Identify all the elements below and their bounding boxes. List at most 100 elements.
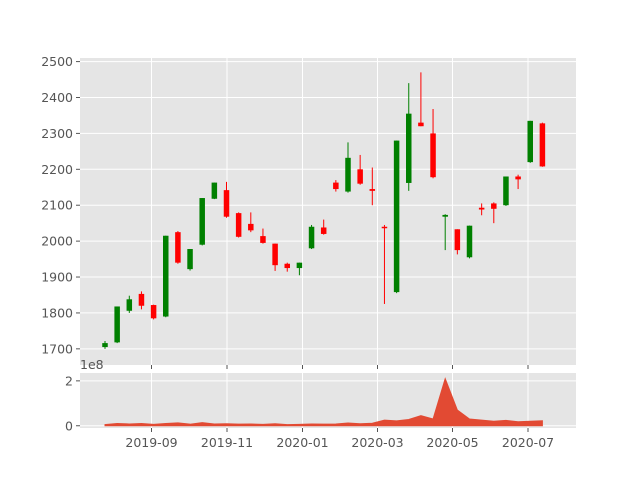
candle-body [187, 249, 193, 270]
candle [381, 224, 388, 304]
candle-body [211, 182, 218, 199]
volume-x-tick-label: 2019-11 [201, 435, 253, 450]
volume-y-tick-label: 2 [65, 373, 73, 388]
candle [527, 120, 533, 163]
candle [199, 198, 205, 246]
candle-body [491, 203, 497, 209]
candle-body [454, 229, 461, 251]
candle-body [284, 263, 290, 269]
candle [187, 249, 193, 271]
candle-body [442, 214, 448, 217]
candle [320, 219, 327, 235]
candle-body [114, 306, 120, 343]
candle [333, 180, 339, 192]
price-plot-background [80, 58, 576, 365]
candle-body [199, 198, 205, 245]
candle-body [163, 235, 169, 317]
candle-body [235, 213, 242, 237]
volume-x-tick-label: 2020-03 [351, 435, 403, 450]
candle-body [406, 113, 412, 183]
candle-body [369, 189, 376, 191]
candle [211, 182, 218, 200]
volume-plot-background [80, 373, 576, 428]
candle-body [503, 176, 509, 206]
price-y-tick-label: 2400 [41, 90, 73, 105]
candle [175, 231, 181, 264]
candle-body [515, 176, 521, 180]
candle-body [418, 122, 424, 127]
volume-x-tick-label: 2019-09 [125, 435, 177, 450]
volume-area [104, 377, 543, 427]
candle-body [478, 207, 485, 210]
price-y-tick-label: 2000 [41, 234, 73, 249]
candle-body [272, 243, 278, 266]
candle [454, 229, 461, 255]
candle [503, 176, 509, 206]
candle [430, 108, 436, 179]
candle [357, 154, 363, 185]
candle [284, 262, 290, 272]
volume-x-tick-label: 2020-07 [502, 435, 554, 450]
volume-exponent-label: 1e8 [80, 357, 104, 372]
price-candles [102, 72, 546, 349]
price-y-tick-label: 1700 [41, 341, 73, 356]
candle-body [333, 182, 339, 190]
price-y-axis: 1700 1800 1900 2000 2100 2200 2300 2400 2500 [41, 54, 529, 369]
candle [138, 291, 145, 310]
candle [345, 142, 351, 193]
candle [515, 174, 521, 190]
volume-y-axis: 02 [65, 373, 80, 433]
candle-body [527, 120, 533, 163]
volume-x-tick-label: 2020-01 [276, 435, 328, 450]
candle [223, 181, 230, 218]
price-y-tick-label: 2200 [41, 162, 73, 177]
price-y-tick-label: 2300 [41, 126, 73, 141]
candle [393, 140, 400, 294]
volume-panel: 02 2019-09 2019-11 2020-01 2020-03 2020-05 20… [65, 357, 576, 450]
candle-body [381, 226, 388, 229]
candle [491, 202, 497, 224]
candle-body [357, 169, 363, 184]
candle [126, 295, 133, 313]
candle [248, 212, 254, 233]
candle [102, 340, 108, 349]
volume-x-tick-label: 2020-05 [426, 435, 478, 450]
candle-body [175, 232, 181, 263]
volume-y-tick-label: 0 [65, 418, 73, 433]
price-gridlines [80, 58, 576, 365]
candle [296, 262, 303, 276]
candle-body [248, 223, 254, 231]
price-panel: 1700 1800 1900 2000 2100 2200 2300 2400 2500 [41, 54, 576, 369]
candle-body [150, 305, 157, 319]
candle-body [466, 225, 473, 258]
candle [150, 304, 157, 320]
candle-body [345, 157, 351, 192]
candle [272, 243, 278, 271]
candle-body [296, 262, 303, 269]
candle-body [126, 299, 133, 311]
candle [369, 167, 376, 206]
candle [163, 235, 169, 318]
price-y-tick-label: 1900 [41, 270, 73, 285]
candle [539, 122, 546, 167]
candle [442, 214, 448, 251]
volume-x-axis: 2019-09 2019-11 2020-01 2020-03 2020-05 2020-… [125, 428, 554, 450]
candle-body [102, 343, 108, 348]
price-y-tick-label: 1800 [41, 305, 73, 320]
candle-body [430, 133, 436, 178]
price-y-tick-label: 2100 [41, 198, 73, 213]
candle [308, 224, 315, 250]
candle-body [308, 226, 315, 249]
candle [406, 83, 412, 191]
candle-body [223, 190, 230, 217]
candle-body [138, 293, 145, 306]
candle-body [539, 123, 546, 167]
candle-body [320, 227, 327, 234]
candle [260, 228, 266, 244]
candle [418, 72, 424, 127]
price-y-tick-label: 2500 [41, 54, 73, 69]
candle-body [260, 236, 266, 243]
candle [478, 203, 485, 216]
candle [235, 212, 242, 238]
